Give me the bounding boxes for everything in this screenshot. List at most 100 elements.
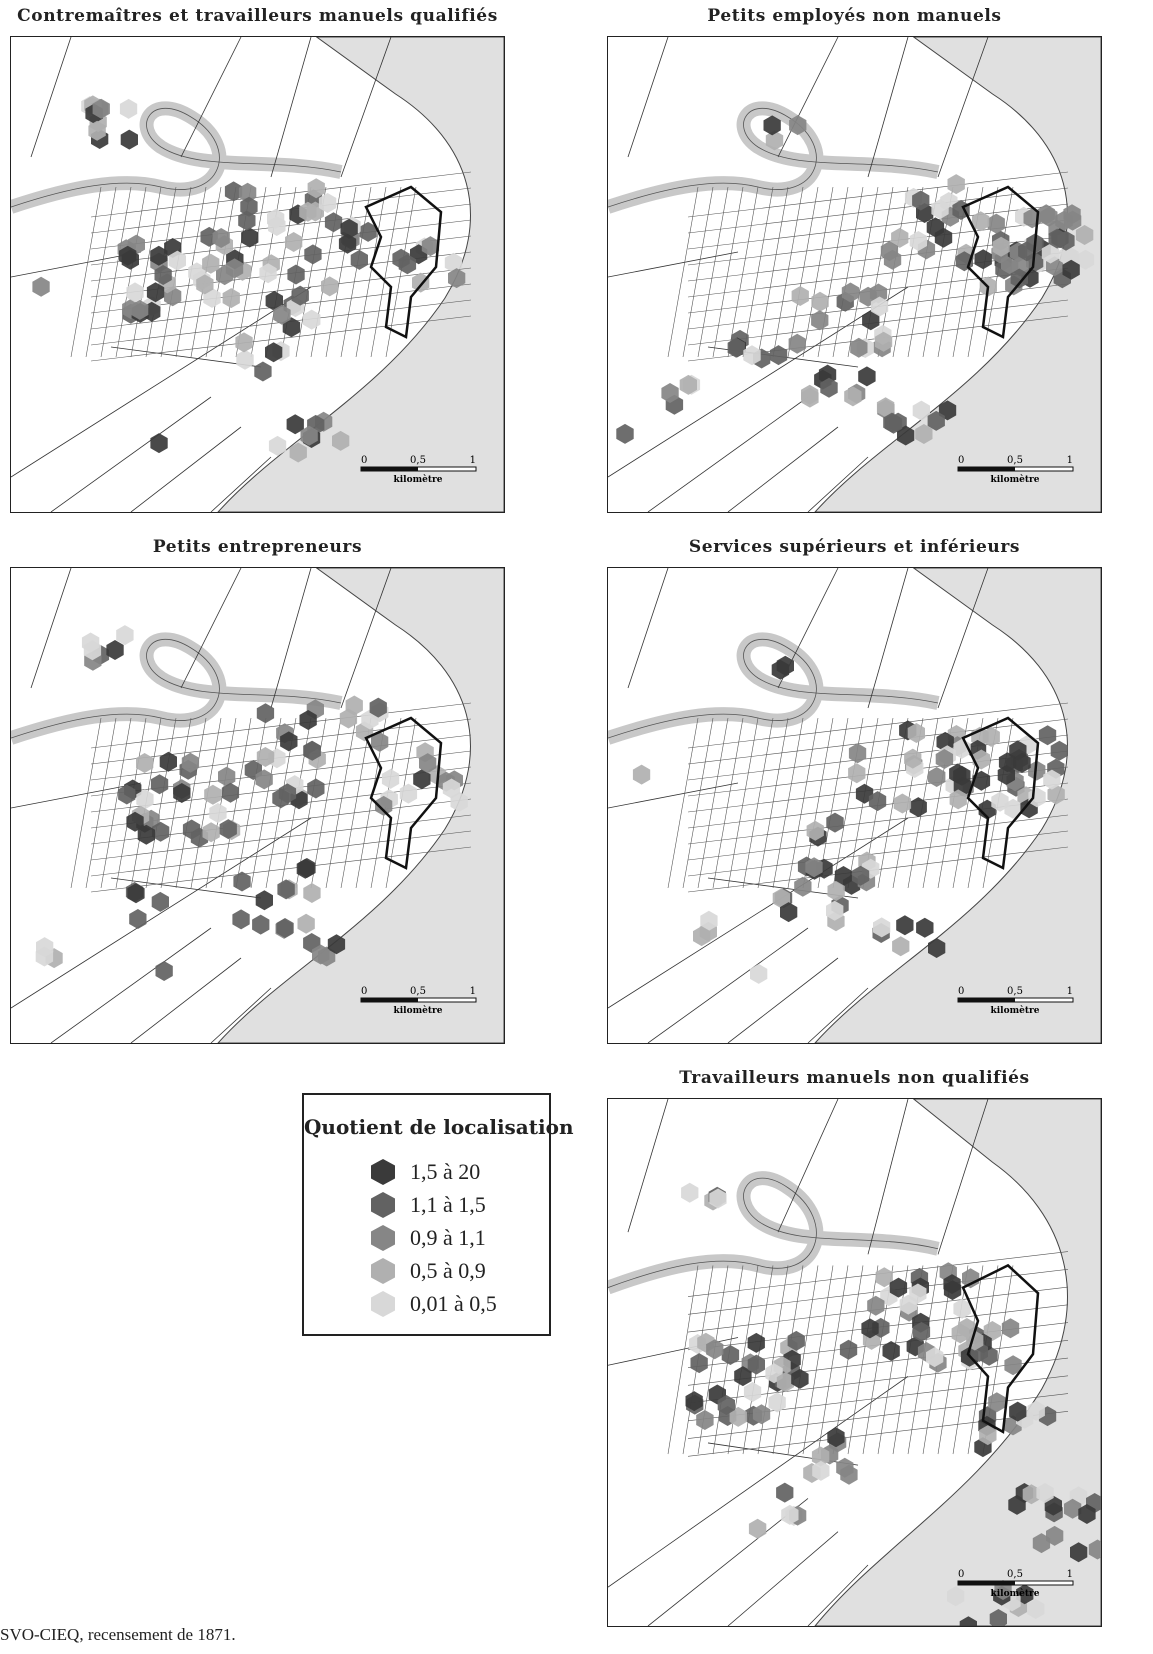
hexagon-cell [339,708,358,729]
legend-hexagon-5-icon [371,1291,395,1317]
hexagon-cell [750,963,768,984]
hexagon-cell [106,640,124,660]
hexagon-cell [88,120,106,141]
map-panel-1: 0 0,5 1 kilomètre [10,36,505,513]
scale-unit-label: kilomètre [991,1005,1040,1016]
hexagon-cell [935,749,954,769]
hexagon-cell [791,286,809,306]
hexagon-cell [150,433,168,454]
hexagon-cell [709,1188,727,1209]
hexagon-cell [891,227,909,248]
hexagon-cell [616,423,634,444]
road-line [270,568,312,709]
hexagon-layer [681,1182,1101,1626]
hexagon-cell [693,926,711,947]
hexagon-cell [928,938,946,958]
hexagon-cell [827,881,845,901]
hexagon-cell [118,784,136,805]
hexagon-cell [1004,798,1022,819]
road-line [11,782,142,809]
hexagon-cell [265,342,283,363]
street-line [687,203,1069,250]
road-line [627,37,669,158]
hexagon-cell [748,1518,767,1539]
hexagon-cell [321,276,339,297]
street-line [85,717,117,889]
hexagon-cell [442,778,461,799]
hexagon-cell [1075,225,1094,245]
hexagon-cell [841,282,860,303]
street-line [817,186,849,358]
road-line [11,817,312,1009]
hexagon-cell [413,769,431,790]
hexagon-cell [340,218,358,239]
hexagon-cell [812,1460,830,1481]
hexagon-cell [747,1332,765,1353]
hexagon-cell [700,910,718,931]
map-svg: 0 0,5 1 kilomètre [608,37,1101,512]
street-line [220,717,252,889]
road-line [608,1376,909,1588]
hexagon-cell [222,288,240,309]
hexagon-cell [991,791,1009,812]
legend-item-4: 0,5 à 0,9 [368,1256,486,1286]
hexagon-cell [909,231,927,251]
street-line [682,717,714,889]
hexagon-cell [1027,1599,1045,1619]
hexagon-cell [681,1182,699,1203]
legend-hexagon-3-icon [371,1225,395,1251]
scale-tick-label: 0,5 [1007,455,1023,466]
hexagon-cell [897,425,915,446]
hexagon-cell [791,1368,809,1389]
legend-item-2: 1,1 à 1,5 [368,1190,486,1220]
hexagon-cell [907,723,925,743]
hexagon-cell [241,227,259,248]
street-line [687,171,1069,218]
road-line [180,568,242,689]
hexagon-cell [212,228,230,248]
street-line [70,717,102,889]
hexagon-cell [987,213,1005,234]
hexagon-layer [32,95,466,463]
hexagon-cell [236,349,254,370]
road-line [110,346,262,368]
legend-label-3: 0,9 à 1,1 [410,1225,486,1250]
road-line [50,927,212,1043]
river-water [814,1099,1101,1626]
saint-charles-river-outline [11,107,342,208]
hexagon-cell [232,909,250,930]
road-line [50,396,212,512]
hexagon-cell [882,1341,900,1361]
hexagon-cell [826,900,844,921]
hexagon-cell [912,1321,931,1342]
street-line [757,186,789,358]
hexagon-cell [259,263,277,284]
hexagon-cell [768,1392,786,1413]
hexagon-cell [844,386,862,407]
hexagon-cell [256,703,275,724]
hexagon-cell [873,917,891,938]
hexagon-cell [273,304,291,325]
street-line [370,186,402,358]
hexagon-cell [307,778,325,799]
hexagon-cell [820,377,838,398]
hexagon-cell [252,914,270,935]
hexagon-cell [235,332,253,353]
hexagon-cell [992,236,1010,257]
hexagon-cell [32,276,50,297]
hexagon-cell [399,783,418,804]
hexagon-cell [747,1354,765,1375]
map-svg: 0 0,5 1 kilomètre [608,1099,1101,1626]
street-line [325,717,357,889]
hexagon-cell [1028,760,1046,781]
road-line [210,987,272,1043]
hexagon-cell [972,770,991,791]
map-svg: 0 0,5 1 kilomètre [608,568,1101,1043]
street-line [802,1265,834,1455]
street-line [697,717,729,889]
street-line [802,186,834,358]
source-note: SVO-CIEQ, recensement de 1871. [0,1625,236,1644]
hexagon-cell [450,791,468,812]
hexagon-cell [338,233,357,254]
hexagon-cell [268,435,287,456]
